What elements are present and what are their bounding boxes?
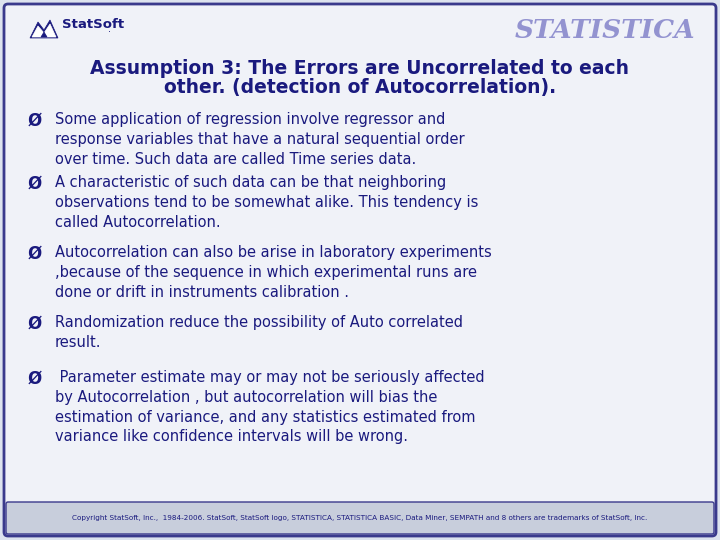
Polygon shape: [41, 32, 47, 37]
Text: Some application of regression involve regressor and
response variables that hav: Some application of regression involve r…: [55, 112, 464, 167]
Text: Ø: Ø: [28, 175, 42, 193]
Text: Ø: Ø: [28, 112, 42, 130]
Text: STATISTICA: STATISTICA: [514, 17, 695, 43]
Text: ·: ·: [108, 27, 111, 37]
Text: STATISTICA: STATISTICA: [514, 17, 695, 43]
Text: Assumption 3: The Errors are Uncorrelated to each: Assumption 3: The Errors are Uncorrelate…: [91, 58, 629, 78]
FancyBboxPatch shape: [6, 502, 714, 534]
Text: StatSoft: StatSoft: [62, 17, 124, 30]
Text: other. (detection of Autocorrelation).: other. (detection of Autocorrelation).: [164, 78, 556, 97]
Polygon shape: [30, 20, 58, 38]
Text: Copyright StatSoft, Inc.,  1984-2006. StatSoft, StatSoft logo, STATISTICA, STATI: Copyright StatSoft, Inc., 1984-2006. Sta…: [73, 515, 647, 521]
Text: Ø: Ø: [28, 315, 42, 333]
FancyBboxPatch shape: [4, 4, 716, 536]
Text: Parameter estimate may or may not be seriously affected
by Autocorrelation , but: Parameter estimate may or may not be ser…: [55, 370, 485, 444]
Text: Randomization reduce the possibility of Auto correlated
result.: Randomization reduce the possibility of …: [55, 315, 463, 350]
Text: A characteristic of such data can be that neighboring
observations tend to be so: A characteristic of such data can be tha…: [55, 175, 478, 230]
Text: Ø: Ø: [28, 370, 42, 388]
Text: Autocorrelation can also be arise in laboratory experiments
,because of the sequ: Autocorrelation can also be arise in lab…: [55, 245, 492, 300]
Polygon shape: [32, 24, 56, 37]
Text: Ø: Ø: [28, 245, 42, 263]
